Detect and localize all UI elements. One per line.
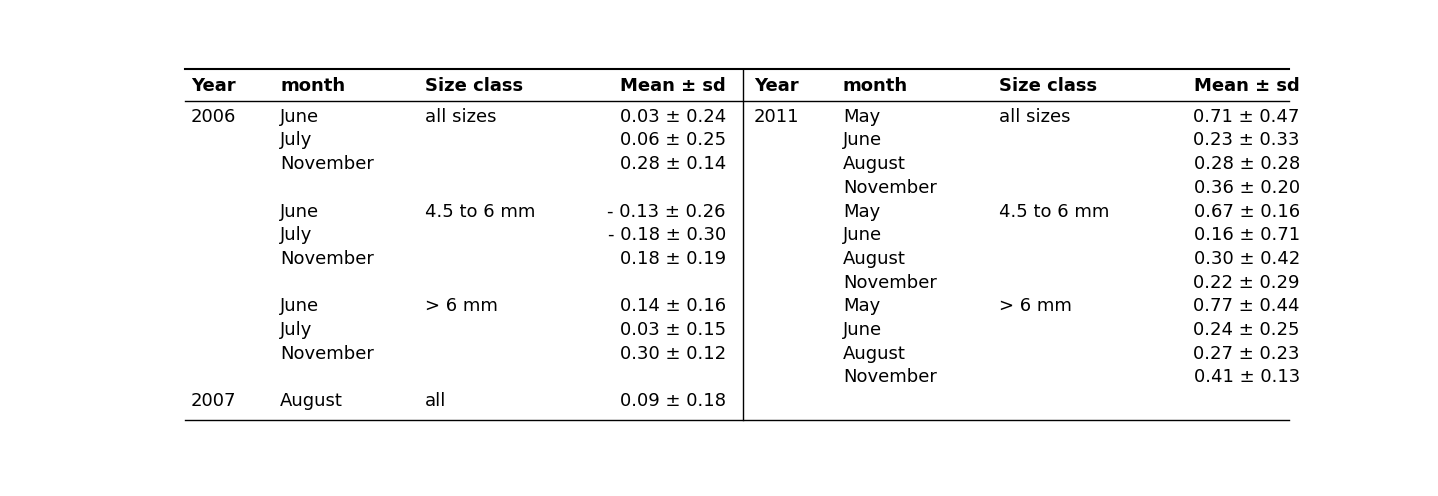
Text: November: November [280, 155, 374, 173]
Text: June: June [280, 202, 319, 221]
Text: > 6 mm: > 6 mm [426, 297, 498, 315]
Text: all sizes: all sizes [426, 108, 496, 126]
Text: 0.09 ± 0.18: 0.09 ± 0.18 [620, 392, 726, 410]
Text: June: June [280, 297, 319, 315]
Text: 0.30 ± 0.42: 0.30 ± 0.42 [1194, 250, 1300, 268]
Text: all sizes: all sizes [999, 108, 1070, 126]
Text: > 6 mm: > 6 mm [999, 297, 1071, 315]
Text: 0.28 ± 0.28: 0.28 ± 0.28 [1194, 155, 1300, 173]
Text: June: June [280, 108, 319, 126]
Text: - 0.18 ± 0.30: - 0.18 ± 0.30 [608, 226, 726, 244]
Text: November: November [843, 368, 936, 386]
Text: July: July [280, 131, 312, 149]
Text: May: May [843, 108, 880, 126]
Text: Size class: Size class [426, 77, 523, 95]
Text: 2011: 2011 [754, 108, 800, 126]
Text: 0.22 ± 0.29: 0.22 ± 0.29 [1194, 274, 1300, 292]
Text: 2006: 2006 [191, 108, 236, 126]
Text: month: month [843, 77, 907, 95]
Text: August: August [843, 250, 906, 268]
Text: July: July [280, 321, 312, 339]
Text: June: June [843, 131, 881, 149]
Text: Size class: Size class [999, 77, 1097, 95]
Text: May: May [843, 297, 880, 315]
Text: 4.5 to 6 mm: 4.5 to 6 mm [999, 202, 1109, 221]
Text: 0.77 ± 0.44: 0.77 ± 0.44 [1194, 297, 1300, 315]
Text: 0.28 ± 0.14: 0.28 ± 0.14 [620, 155, 726, 173]
Text: November: November [843, 179, 936, 197]
Text: 0.16 ± 0.71: 0.16 ± 0.71 [1194, 226, 1300, 244]
Text: 0.67 ± 0.16: 0.67 ± 0.16 [1194, 202, 1300, 221]
Text: 0.36 ± 0.20: 0.36 ± 0.20 [1194, 179, 1300, 197]
Text: 0.24 ± 0.25: 0.24 ± 0.25 [1194, 321, 1300, 339]
Text: August: August [280, 392, 342, 410]
Text: Year: Year [754, 77, 798, 95]
Text: month: month [280, 77, 345, 95]
Text: August: August [843, 155, 906, 173]
Text: June: June [843, 321, 881, 339]
Text: 0.71 ± 0.47: 0.71 ± 0.47 [1194, 108, 1300, 126]
Text: 0.18 ± 0.19: 0.18 ± 0.19 [620, 250, 726, 268]
Text: all: all [426, 392, 446, 410]
Text: November: November [280, 250, 374, 268]
Text: November: November [843, 274, 936, 292]
Text: Year: Year [191, 77, 236, 95]
Text: 2007: 2007 [191, 392, 236, 410]
Text: 4.5 to 6 mm: 4.5 to 6 mm [426, 202, 535, 221]
Text: - 0.13 ± 0.26: - 0.13 ± 0.26 [607, 202, 726, 221]
Text: 0.03 ± 0.24: 0.03 ± 0.24 [620, 108, 726, 126]
Text: May: May [843, 202, 880, 221]
Text: Mean ± sd: Mean ± sd [1194, 77, 1300, 95]
Text: August: August [843, 345, 906, 363]
Text: 0.41 ± 0.13: 0.41 ± 0.13 [1194, 368, 1300, 386]
Text: 0.23 ± 0.33: 0.23 ± 0.33 [1194, 131, 1300, 149]
Text: June: June [843, 226, 881, 244]
Text: Mean ± sd: Mean ± sd [620, 77, 726, 95]
Text: 0.27 ± 0.23: 0.27 ± 0.23 [1194, 345, 1300, 363]
Text: 0.06 ± 0.25: 0.06 ± 0.25 [620, 131, 726, 149]
Text: July: July [280, 226, 312, 244]
Text: 0.30 ± 0.12: 0.30 ± 0.12 [620, 345, 726, 363]
Text: November: November [280, 345, 374, 363]
Text: 0.03 ± 0.15: 0.03 ± 0.15 [620, 321, 726, 339]
Text: 0.14 ± 0.16: 0.14 ± 0.16 [620, 297, 726, 315]
